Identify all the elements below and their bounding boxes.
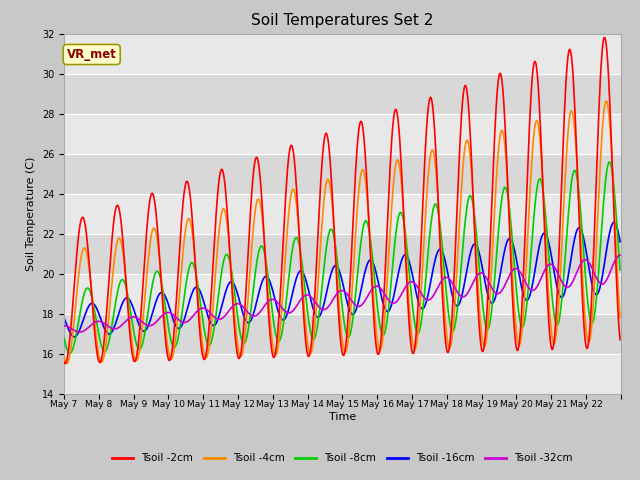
Bar [64,114,621,154]
X-axis label: Time: Time [329,412,356,421]
Bar [64,73,621,114]
Bar [64,154,621,193]
Bar [64,34,621,73]
Title: Soil Temperatures Set 2: Soil Temperatures Set 2 [252,13,433,28]
Text: VR_met: VR_met [67,48,116,61]
Bar [64,193,621,234]
Bar [64,313,621,354]
Bar [64,274,621,313]
Y-axis label: Soil Temperature (C): Soil Temperature (C) [26,156,36,271]
Bar [64,234,621,274]
Legend: Tsoil -2cm, Tsoil -4cm, Tsoil -8cm, Tsoil -16cm, Tsoil -32cm: Tsoil -2cm, Tsoil -4cm, Tsoil -8cm, Tsoi… [108,449,577,468]
Bar [64,354,621,394]
